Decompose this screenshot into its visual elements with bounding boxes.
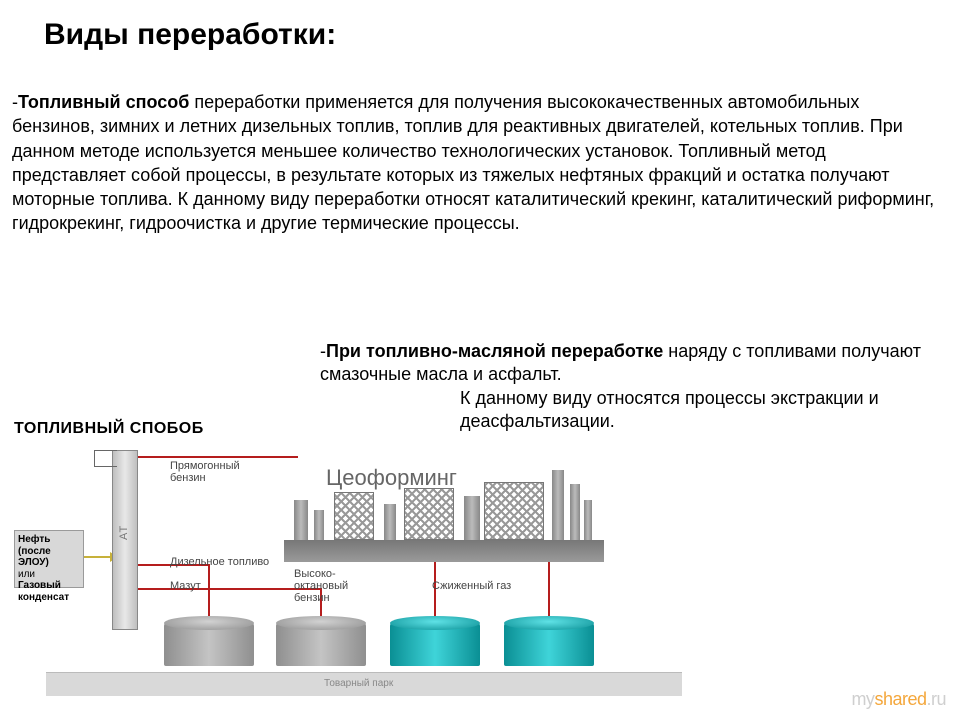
paragraph-fuel-oil-method: -При топливно-масляной переработке наряд… — [320, 340, 950, 434]
pipe — [138, 456, 298, 458]
plant-icon — [284, 482, 604, 562]
feed-line: (после ЭЛОУ) — [18, 546, 51, 569]
label-highoctane: Высоко- октановый бензин — [294, 568, 348, 604]
feed-line: или — [18, 569, 35, 580]
label-benzin: Прямогонный бензин — [170, 460, 240, 484]
label-lpg: Сжиженный газ — [432, 580, 511, 592]
watermark-post: .ru — [926, 689, 946, 709]
watermark-pre: my — [851, 689, 874, 709]
column-top-icon — [94, 450, 116, 466]
tank-icon — [390, 622, 480, 672]
label-diesel: Дизельное топливо — [170, 556, 269, 568]
column-label: АТ — [118, 525, 130, 540]
process-diagram: Нефть (после ЭЛОУ) или Газовый конденсат… — [14, 450, 714, 710]
feed-arrow-icon — [84, 556, 112, 558]
pipe — [208, 564, 210, 622]
tank-farm-label: Товарный парк — [324, 678, 393, 689]
feed-line: конденсат — [18, 592, 69, 603]
pipe — [548, 562, 550, 622]
body-text: переработки применяется для получения вы… — [12, 92, 934, 233]
feed-box: Нефть (после ЭЛОУ) или Газовый конденсат — [14, 530, 84, 588]
body-text-indent: К данному виду относятся процессы экстра… — [320, 387, 950, 434]
feed-line: Нефть — [18, 534, 50, 545]
page-title: Виды переработки: — [44, 18, 336, 52]
distillation-column — [112, 450, 138, 630]
tank-icon — [164, 622, 254, 672]
watermark: myshared.ru — [851, 689, 946, 710]
watermark-accent: shared — [874, 689, 926, 709]
tank-icon — [504, 622, 594, 672]
label-mazut: Мазут — [170, 580, 201, 592]
diagram-subtitle: ТОПЛИВНЫЙ СПОБОБ — [14, 420, 204, 438]
paragraph-fuel-method: -Топливный способ переработки применяетс… — [12, 90, 936, 236]
tank-icon — [276, 622, 366, 672]
lead-bold: Топливный способ — [18, 92, 189, 112]
feed-line: Газовый — [18, 580, 61, 591]
lead-bold: При топливно-масляной переработке — [326, 341, 663, 361]
